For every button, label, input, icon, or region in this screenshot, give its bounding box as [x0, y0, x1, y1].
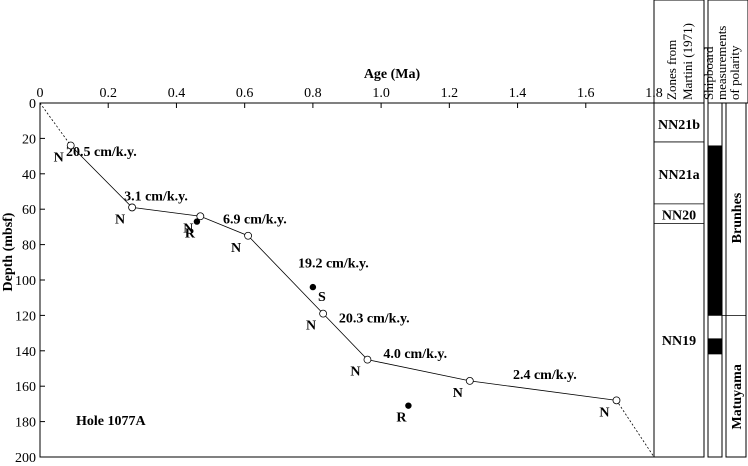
y-tick-label: 100 — [15, 274, 36, 289]
zone-label: NN19 — [662, 334, 696, 349]
x-ticks: 0 0.2 0.4 0.6 0.8 1.0 1.2 1.4 1.6 1.8 — [37, 86, 663, 108]
x-tick-label: 1.0 — [372, 86, 390, 101]
filled-datum-point — [193, 218, 201, 225]
zone-header-box — [653, 0, 705, 104]
open-datum-point — [319, 309, 328, 318]
datum-label: N — [231, 241, 241, 256]
y-ticks: 0 20 40 60 80 100 120 140 160 180 200 — [15, 97, 45, 466]
open-datum-point — [363, 355, 372, 364]
y-tick-label: 40 — [22, 168, 36, 183]
polarity-column: Shipboard measurements of polarity Brunh… — [701, 0, 748, 458]
zone-column-frame — [653, 102, 705, 458]
sedimentation-rate-label: 2.4 cm/k.y. — [513, 368, 577, 383]
polarity-intervals: Brunhes Matuyama — [708, 145, 746, 429]
datum-label: R — [185, 227, 196, 242]
sedimentation-rate-label: 4.0 cm/k.y. — [383, 347, 447, 362]
open-datum-point — [66, 141, 75, 150]
age-depth-line — [70, 145, 617, 401]
x-tick-label: 1.2 — [441, 86, 459, 101]
open-datum-point — [196, 212, 205, 221]
y-tick-label: 160 — [15, 380, 36, 395]
datum-label: N — [115, 212, 125, 227]
filled-datum-point — [309, 283, 317, 291]
datum-label: S — [318, 290, 326, 305]
zone-label: NN21b — [658, 118, 700, 133]
datum-label: R — [396, 411, 407, 426]
normal-polarity-interval — [708, 145, 722, 316]
open-datum-point — [465, 376, 474, 385]
y-axis-title: Depth (mbsf) — [1, 212, 16, 291]
x-tick-label: 0.8 — [304, 86, 322, 101]
datum-label: N — [599, 405, 609, 420]
sedimentation-rate-label: 3.1 cm/k.y. — [124, 189, 188, 204]
normal-polarity-interval — [708, 338, 722, 355]
datum-label: N — [306, 319, 316, 334]
datum-label: N — [453, 386, 463, 401]
open-datum-point — [612, 396, 621, 405]
x-axis-title: Age (Ma) — [364, 67, 421, 82]
filled-datum-point — [405, 402, 412, 409]
chron-label: Matuyama — [730, 364, 745, 429]
y-tick-label: 60 — [22, 203, 36, 218]
rate-labels: 20.5 cm/k.y. 3.1 cm/k.y. 6.9 cm/k.y. 19.2 c… — [66, 145, 577, 383]
age-depth-series — [70, 145, 617, 401]
zone-column: Zones from Martini (1971) NN21b NN21a NN20… — [653, 0, 705, 458]
x-tick-label: 0.4 — [168, 86, 186, 101]
zone-intervals: NN21b NN21a NN20 NN19 — [654, 118, 704, 349]
open-datum-point — [244, 231, 252, 240]
x-tick-label: 1.6 — [577, 86, 595, 101]
extrapolation-line — [616, 400, 655, 458]
x-tick-label: 0.6 — [236, 86, 254, 101]
sedimentation-rate-label: 19.2 cm/k.y. — [298, 257, 369, 272]
polarity-header-line3: of polarity — [727, 45, 742, 100]
sedimentation-rate-label: 6.9 cm/k.y. — [223, 212, 287, 227]
y-tick-label: 140 — [15, 345, 36, 360]
y-tick-label: 120 — [15, 309, 36, 324]
datum-label: N — [54, 150, 64, 165]
y-tick-label: 200 — [15, 451, 36, 466]
zone-label: NN21a — [658, 168, 699, 183]
extrapolation-lines — [39, 102, 655, 458]
zone-header-line2: Martini (1971) — [680, 23, 695, 100]
chron-column-frame — [725, 102, 747, 458]
extrapolation-line — [39, 102, 72, 146]
zone-header-line1: Zones from — [664, 40, 679, 100]
x-tick-label: 1.4 — [509, 86, 527, 101]
polarity-header-line2: measurements — [714, 26, 729, 100]
sedimentation-rate-label: 20.3 cm/k.y. — [339, 311, 410, 326]
hole-annotation: Hole 1077A — [76, 414, 146, 429]
y-tick-label: 20 — [22, 132, 36, 147]
datum-label: N — [183, 221, 193, 236]
open-datum-point — [128, 203, 137, 212]
x-tick-label: 0 — [37, 86, 44, 101]
sedimentation-rate-label: 20.5 cm/k.y. — [66, 145, 137, 160]
y-tick-label: 0 — [29, 97, 36, 112]
y-tick-label: 80 — [22, 239, 36, 254]
y-tick-label: 180 — [15, 416, 36, 431]
zone-label: NN20 — [662, 209, 696, 224]
x-tick-label: 0.2 — [99, 86, 117, 101]
polarity-header-line1: Shipboard — [701, 46, 716, 100]
chron-label: Brunhes — [730, 192, 745, 243]
datum-label: N — [350, 365, 360, 380]
